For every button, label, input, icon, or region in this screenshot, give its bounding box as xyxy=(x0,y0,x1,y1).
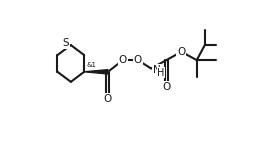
Text: O: O xyxy=(162,82,170,92)
Text: &1: &1 xyxy=(86,62,96,68)
Text: N: N xyxy=(153,65,161,75)
Text: O: O xyxy=(119,55,127,65)
Text: O: O xyxy=(177,47,186,57)
Text: O: O xyxy=(104,94,112,104)
Text: O: O xyxy=(134,55,142,65)
Text: H: H xyxy=(157,68,165,78)
Text: S: S xyxy=(63,38,69,48)
Polygon shape xyxy=(84,70,108,74)
